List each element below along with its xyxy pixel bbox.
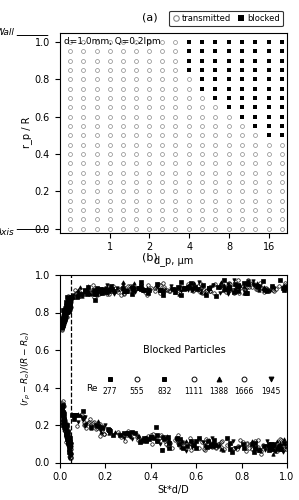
Text: 1388: 1388	[209, 387, 228, 396]
Text: 1666: 1666	[234, 387, 254, 396]
Text: Wall: Wall	[0, 28, 14, 37]
Text: Blocked Particles: Blocked Particles	[144, 345, 226, 355]
Text: 277: 277	[103, 387, 117, 396]
Text: (a): (a)	[142, 12, 157, 22]
Y-axis label: $(r_p - R_o)/(R - R_o)$: $(r_p - R_o)/(R - R_o)$	[20, 331, 33, 406]
Text: 832: 832	[157, 387, 172, 396]
Text: d=1.0mm, Q=0.2lpm: d=1.0mm, Q=0.2lpm	[64, 36, 161, 46]
Text: Axis: Axis	[0, 228, 14, 237]
Text: 1111: 1111	[184, 387, 203, 396]
X-axis label: d_p, μm: d_p, μm	[154, 255, 193, 266]
Text: Re: Re	[86, 384, 97, 393]
Text: (b): (b)	[142, 252, 157, 262]
Legend: transmitted, blocked: transmitted, blocked	[169, 10, 283, 26]
Y-axis label: r_p / R: r_p / R	[21, 116, 32, 148]
Text: 1945: 1945	[261, 387, 281, 396]
X-axis label: St*d/D: St*d/D	[158, 485, 189, 495]
Text: 555: 555	[130, 387, 144, 396]
